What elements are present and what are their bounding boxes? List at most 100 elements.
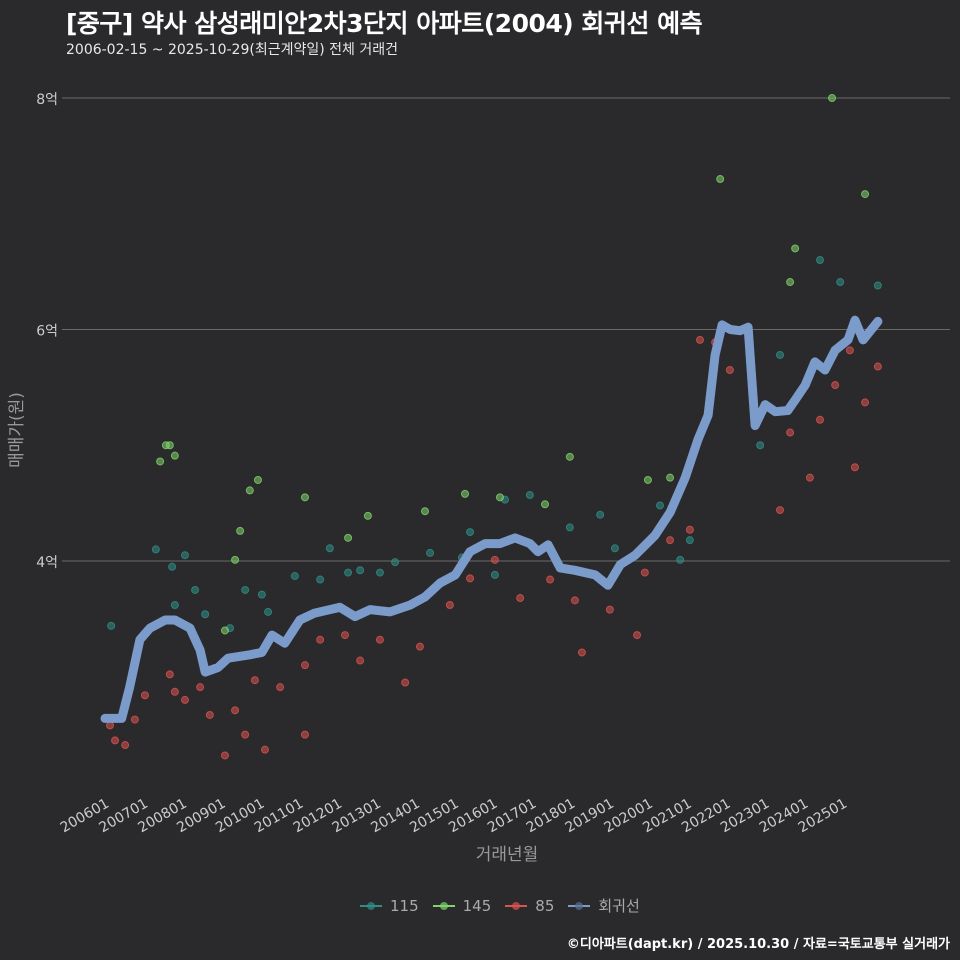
data-point-145 [165, 441, 174, 450]
data-point-115 [873, 281, 882, 290]
data-point-145 [236, 526, 245, 535]
data-point-115 [264, 607, 273, 616]
data-point-85 [250, 676, 259, 685]
data-point-145 [170, 451, 179, 460]
data-point-115 [290, 572, 299, 581]
data-point-115 [756, 441, 765, 450]
data-point-85 [140, 691, 149, 700]
data-point-115 [201, 610, 210, 619]
data-point-85 [276, 683, 285, 692]
data-point-85 [165, 670, 174, 679]
legend-label: 85 [535, 896, 555, 915]
data-point-115 [325, 544, 334, 553]
data-point-85 [205, 710, 214, 719]
y-tick-label: 6억 [36, 324, 58, 340]
data-point-115 [815, 256, 824, 265]
data-point-85 [466, 574, 475, 583]
data-point-115 [107, 621, 116, 630]
data-point-115 [466, 528, 475, 537]
data-point-85 [170, 687, 179, 696]
data-point-145 [420, 507, 429, 516]
data-point-115 [170, 600, 179, 609]
data-point-85 [695, 335, 704, 344]
chart-subtitle: 2006-02-15 ~ 2025-10-29(최근계약일) 전체 거래건 [66, 42, 398, 58]
data-point-85 [401, 678, 410, 687]
data-point-145 [791, 244, 800, 253]
legend-label: 115 [390, 896, 419, 915]
data-point-145 [231, 555, 240, 564]
data-point-115 [426, 548, 435, 557]
data-point-85 [241, 730, 250, 739]
data-point-85 [605, 605, 614, 614]
data-point-85 [845, 346, 854, 355]
data-point-85 [445, 600, 454, 609]
footer-credit: ©디아파트(dapt.kr) / 2025.10.30 / 자료=국토교통부 실… [566, 937, 950, 952]
data-point-145 [156, 457, 165, 466]
data-point-115 [525, 491, 534, 500]
data-point-115 [596, 510, 605, 519]
data-point-85 [725, 366, 734, 375]
data-point-85 [231, 706, 240, 715]
data-point-145 [300, 493, 309, 502]
data-point-145 [786, 278, 795, 287]
data-point-85 [340, 631, 349, 640]
data-point-115 [180, 551, 189, 560]
data-point-85 [640, 568, 649, 577]
data-point-115 [775, 350, 784, 359]
data-point-85 [516, 594, 525, 603]
data-point-115 [565, 523, 574, 532]
data-point-85 [300, 661, 309, 670]
data-point-145 [344, 533, 353, 542]
data-point-85 [786, 428, 795, 437]
data-point-85 [666, 536, 675, 545]
data-point-85 [260, 745, 269, 754]
data-point-145 [245, 486, 254, 495]
data-point-85 [316, 635, 325, 644]
data-point-115 [151, 545, 160, 554]
data-point-115 [391, 558, 400, 567]
data-point-85 [633, 631, 642, 640]
regression-line [100, 315, 883, 723]
x-axis-label: 거래년월 [476, 845, 539, 865]
data-point-115 [344, 568, 353, 577]
data-point-85 [180, 695, 189, 704]
data-point-115 [356, 566, 365, 575]
data-point-85 [577, 648, 586, 657]
data-point-85 [130, 715, 139, 724]
data-point-85 [415, 642, 424, 651]
data-point-85 [111, 736, 120, 745]
y-axis-label: 매매가(원) [7, 392, 27, 468]
data-point-85 [873, 362, 882, 371]
legend-item-85: 85 [505, 897, 554, 915]
data-point-115 [191, 585, 200, 594]
data-point-145 [643, 475, 652, 484]
legend-item-115: 115 [360, 897, 419, 915]
data-point-115 [241, 585, 250, 594]
data-point-145 [716, 175, 725, 184]
legend-swatch-85 [505, 901, 528, 910]
data-point-115 [676, 555, 685, 564]
data-point-85 [570, 596, 579, 605]
data-point-85 [850, 463, 859, 472]
data-point-145 [565, 452, 574, 461]
y-tick-label: 4억 [36, 555, 58, 571]
data-point-115 [257, 590, 266, 599]
data-point-85 [685, 525, 694, 534]
data-point-145 [828, 94, 837, 102]
chart-title: [중구] 약사 삼성래미안2차3단지 아파트(2004) 회귀선 예측 [66, 9, 703, 38]
y-tick-label: 8억 [36, 92, 58, 108]
data-point-145 [495, 493, 504, 502]
data-point-85 [121, 741, 130, 750]
data-point-115 [610, 544, 619, 553]
data-point-115 [316, 575, 325, 584]
data-point-85 [490, 555, 499, 564]
data-point-85 [775, 506, 784, 515]
data-point-85 [220, 751, 229, 760]
data-point-85 [815, 415, 824, 424]
data-point-115 [685, 536, 694, 545]
legend-label: 145 [462, 896, 492, 915]
legend-swatch-regression [568, 901, 591, 910]
data-point-85 [546, 575, 555, 584]
data-point-85 [831, 381, 840, 390]
